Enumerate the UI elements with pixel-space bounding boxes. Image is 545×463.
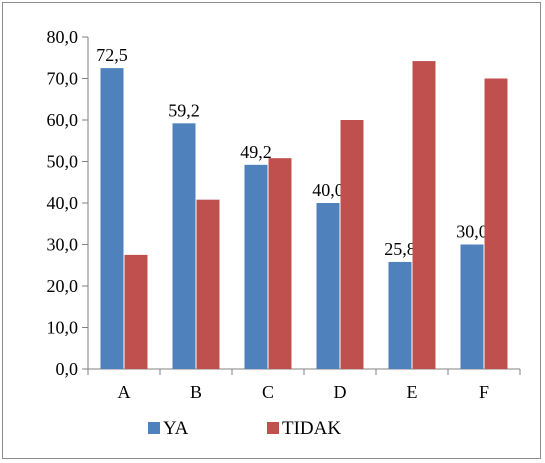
x-tick-label: C (262, 382, 274, 402)
bar-ya-e (388, 261, 412, 369)
y-tick-label: 80,0 (47, 27, 79, 47)
bar-ya-f (460, 244, 484, 369)
bar-tidak-e (412, 61, 436, 369)
bar-ya-b (172, 123, 196, 369)
bar-tidak-c (268, 158, 292, 369)
legend-swatch-ya (148, 422, 160, 434)
y-tick-label: 20,0 (47, 276, 79, 296)
data-label-ya-c: 49,2 (240, 142, 272, 162)
data-label-ya-e: 25,8 (384, 239, 416, 259)
legend-swatch-tidak (267, 422, 279, 434)
data-label-ya-b: 59,2 (168, 100, 200, 120)
y-tick-label: 30,0 (47, 235, 79, 255)
x-tick-label: B (190, 382, 202, 402)
x-tick-label: E (407, 382, 418, 402)
data-label-ya-f: 30,0 (456, 222, 488, 242)
bar-tidak-a (124, 254, 148, 369)
bar-ya-d (316, 203, 340, 369)
y-tick-label: 0,0 (56, 359, 79, 379)
y-tick-label: 40,0 (47, 193, 79, 213)
x-tick-label: F (479, 382, 489, 402)
legend-label-ya: YA (163, 418, 189, 439)
bar-tidak-f (484, 78, 508, 369)
bar-ya-c (244, 164, 268, 369)
y-tick-label: 70,0 (47, 69, 79, 89)
y-tick-label: 60,0 (47, 110, 79, 130)
y-tick-label: 10,0 (47, 318, 79, 338)
bar-tidak-d (340, 120, 364, 369)
legend-label-tidak: TIDAK (282, 418, 341, 439)
data-label-ya-d: 40,0 (312, 180, 344, 200)
x-tick-label: D (334, 382, 347, 402)
x-tick-label: A (118, 382, 131, 402)
data-label-ya-a: 72,5 (96, 45, 128, 65)
y-tick-label: 50,0 (47, 152, 79, 172)
bar-tidak-b (196, 199, 220, 369)
bar-ya-a (100, 68, 124, 369)
